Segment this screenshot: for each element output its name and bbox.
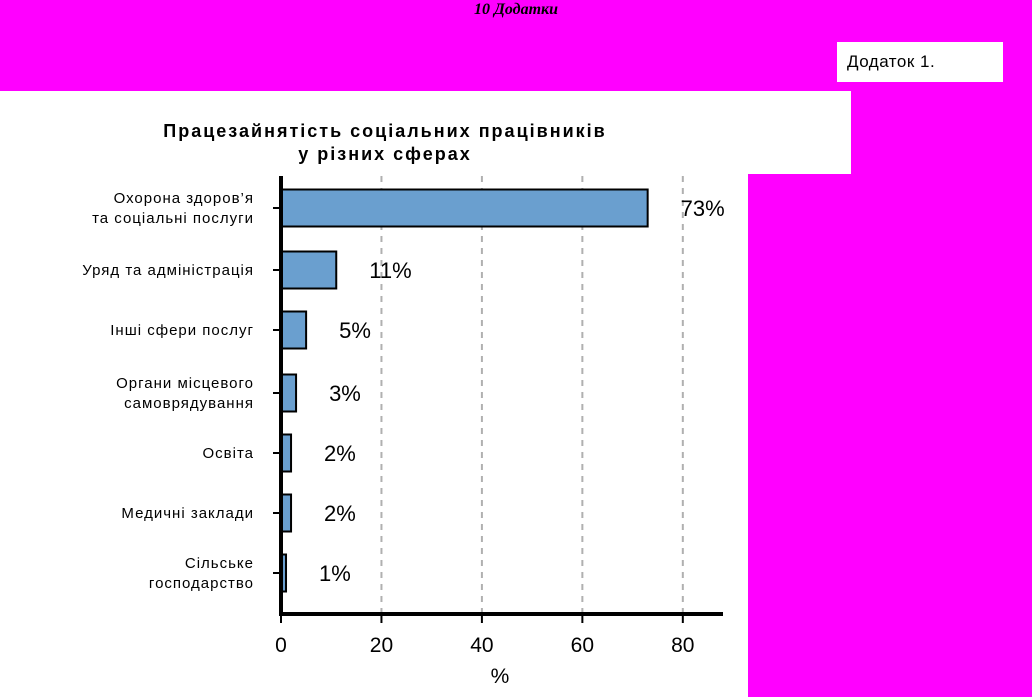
page-header: 10 Додатки <box>473 1 559 18</box>
axes <box>273 176 723 623</box>
bars <box>280 188 649 593</box>
x-tick-label: 20 <box>370 634 393 657</box>
appendix-label: Додаток 1. <box>837 42 1003 82</box>
grid-lines <box>380 176 684 614</box>
value-labels: 73% 11% 5% 3% 2% 2% 1% <box>319 196 725 586</box>
chart-title-line: у різних сферах <box>298 144 471 164</box>
bar <box>280 373 298 413</box>
value-label: 2% <box>324 441 356 466</box>
category-label: Органи місцевого <box>116 375 254 392</box>
x-tick-label: 40 <box>470 634 493 657</box>
bar <box>280 250 338 290</box>
x-axis-title-group: % <box>491 665 510 688</box>
category-label: Інші сфери послуг <box>110 322 254 339</box>
category-label: та соціальні послуги <box>92 210 254 227</box>
category-label: господарство <box>149 575 254 592</box>
chart-title-line: Працезайнятість соціальних працівників <box>163 121 606 141</box>
x-tick-label: 0 <box>275 634 287 657</box>
category-label: Сільське <box>185 555 254 572</box>
x-axis-title: % <box>491 665 510 688</box>
chart-title: Працезайнятість соціальних працівників у … <box>163 121 606 164</box>
x-tick-labels: 0 20 40 60 80 <box>275 634 694 657</box>
category-label: Охорона здоров’я <box>114 190 254 207</box>
value-label: 73% <box>681 196 725 221</box>
bar <box>280 188 649 228</box>
value-label: 5% <box>339 318 371 343</box>
value-label: 1% <box>319 561 351 586</box>
x-tick-label: 60 <box>571 634 594 657</box>
chart-title-panel <box>0 91 851 174</box>
category-label: Освіта <box>202 445 254 462</box>
category-labels: Охорона здоров’я та соціальні послуги Уряд… <box>82 190 254 592</box>
category-label: Уряд та адміністрація <box>82 262 254 279</box>
x-tick-label: 80 <box>671 634 694 657</box>
category-label: самоврядування <box>124 395 254 412</box>
value-label: 11% <box>369 258 411 283</box>
category-label: Медичні заклади <box>121 505 254 522</box>
value-label: 2% <box>324 501 356 526</box>
chart-panel <box>0 174 748 697</box>
bar <box>280 310 308 350</box>
value-label: 3% <box>329 381 361 406</box>
